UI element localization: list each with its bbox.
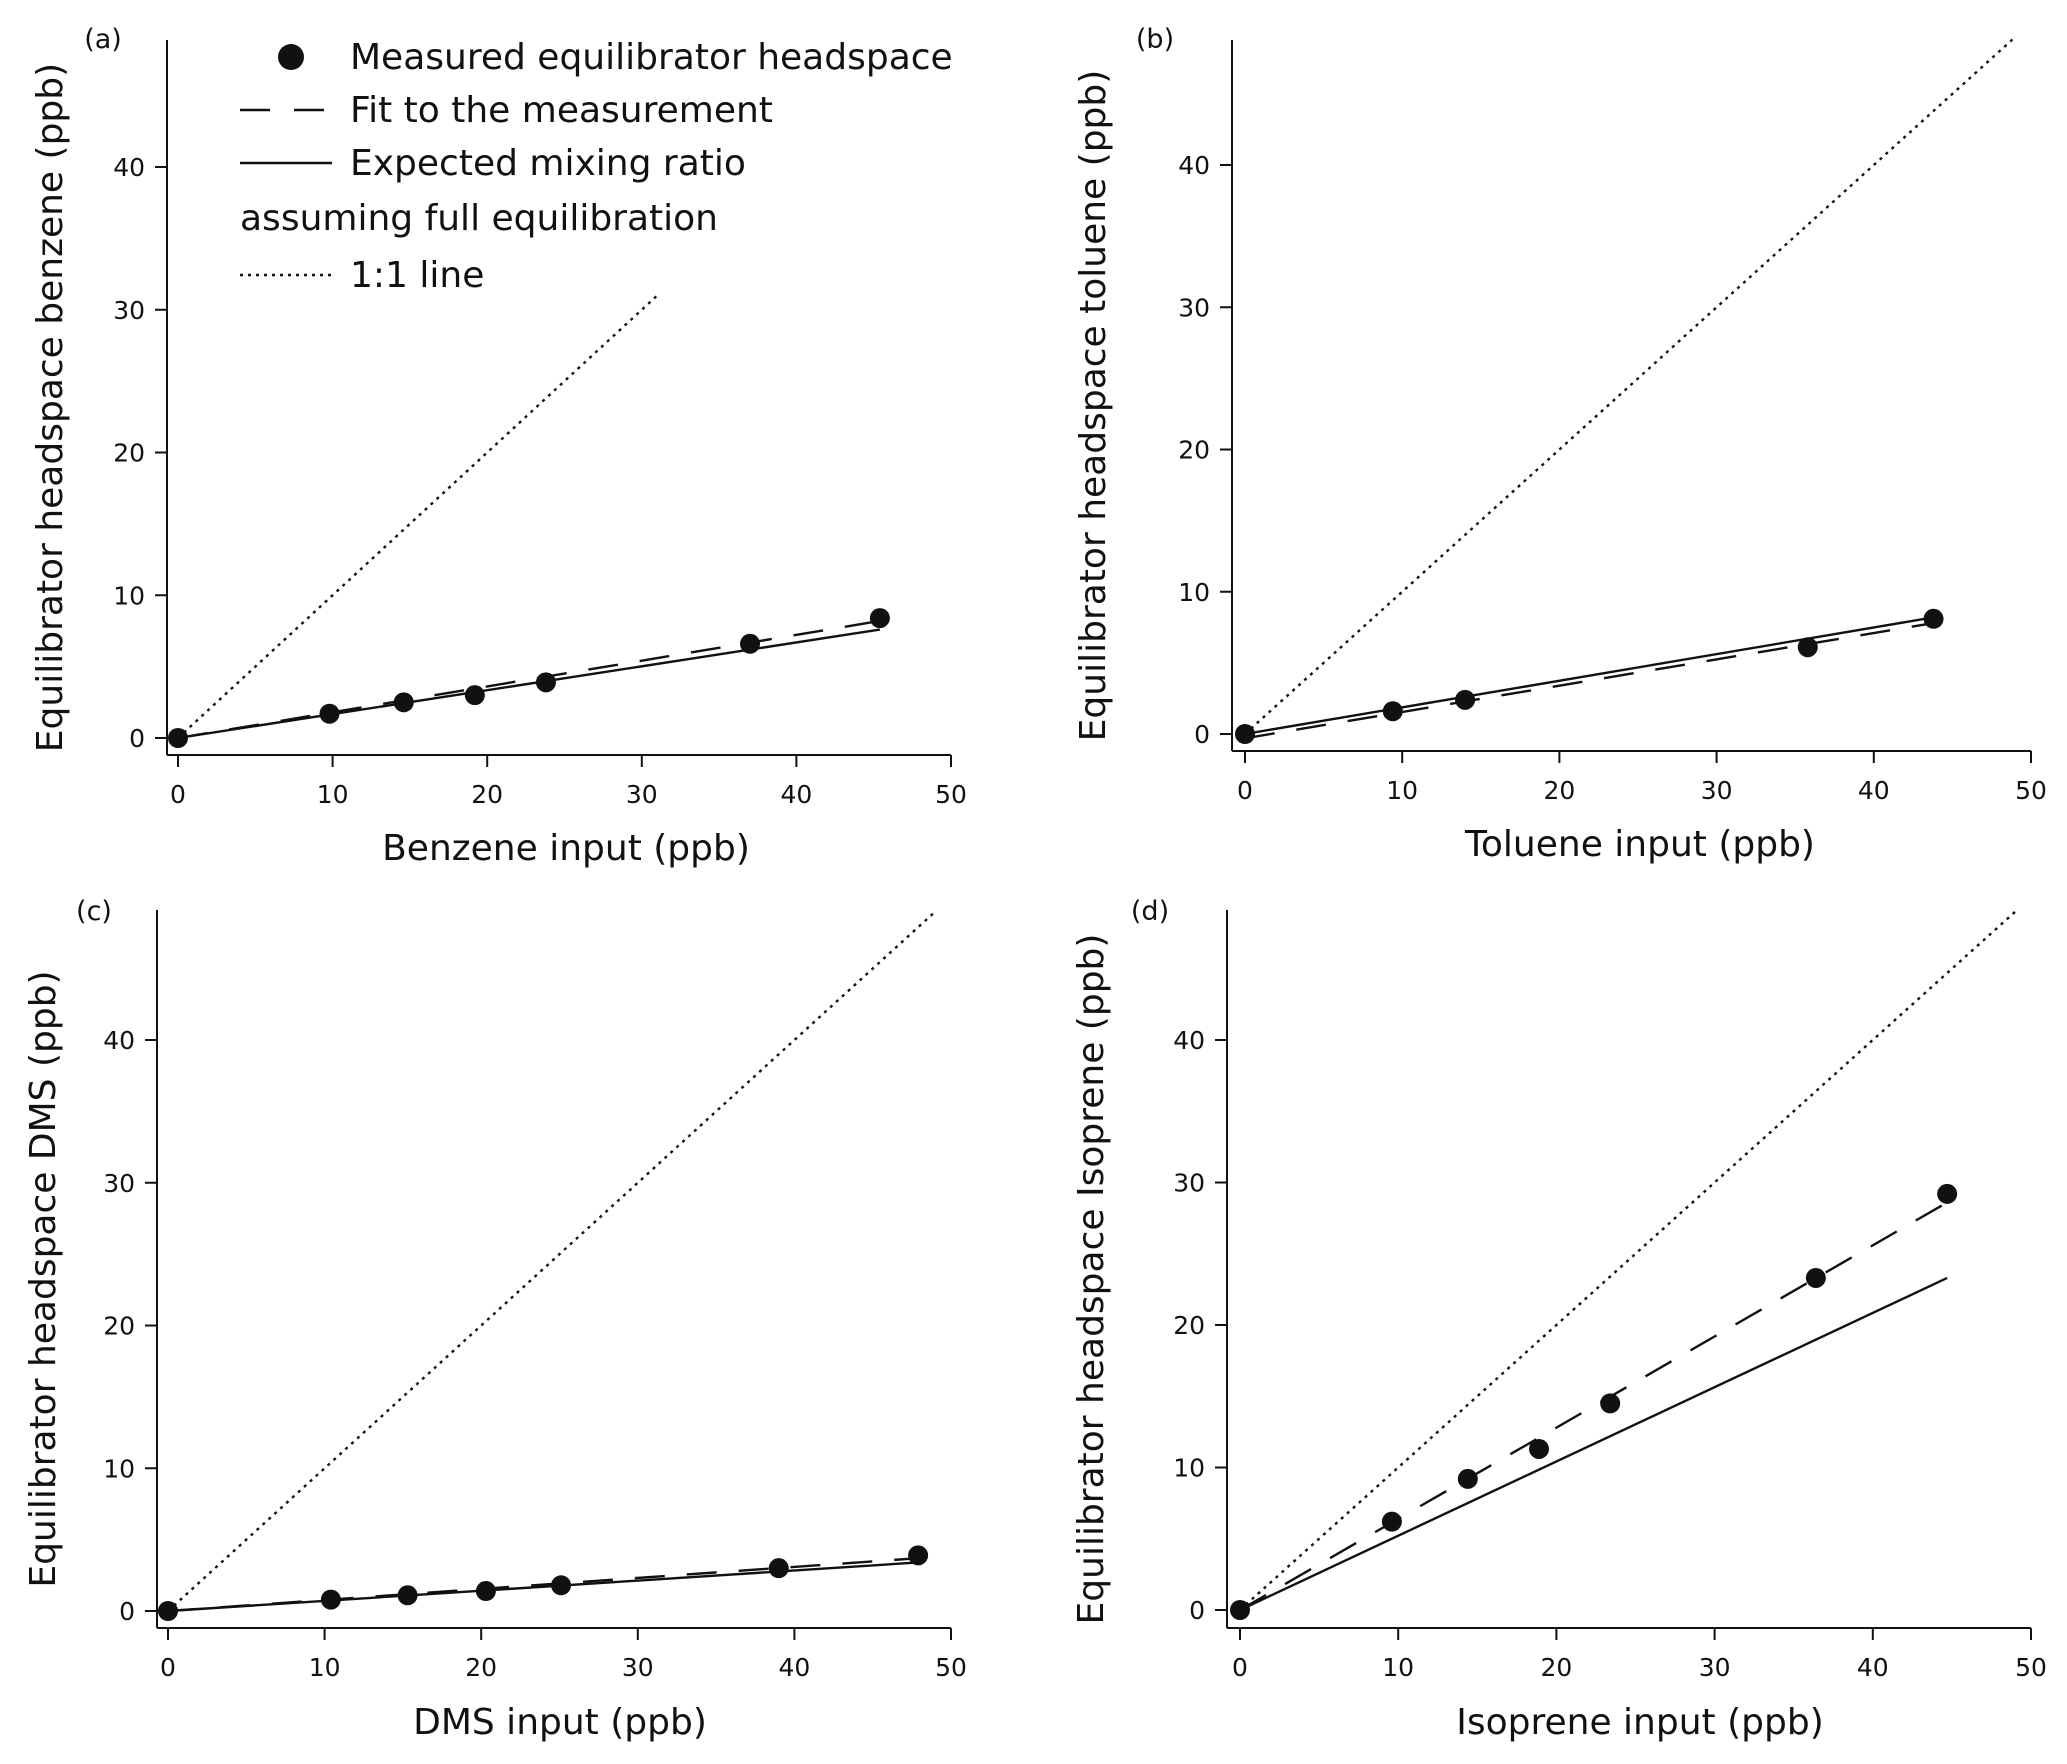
y-tick-label: 40: [113, 153, 145, 182]
data-point: [768, 1558, 789, 1579]
panel-a: 0 10 20 30 40 50 0 10 20 30 40 (a) Benzene input (pp…: [30, 24, 967, 869]
panel-label: (d): [1131, 896, 1169, 927]
y-tick-label: 10: [1173, 1454, 1205, 1483]
fit-line: [1244, 621, 1934, 740]
y-axis-label: Equilibrator headspace Isoprene (ppb): [1071, 934, 1112, 1625]
x-axis-label: Toluene input (ppb): [1464, 824, 1815, 865]
panel-b: 0 10 20 30 40 50 0 10 20 30 40 (b) Toluene input (pp…: [1073, 24, 2047, 865]
data-point: [1382, 701, 1403, 722]
x-tick-label: 50: [935, 1653, 967, 1682]
data-point: [1528, 1438, 1549, 1459]
x-tick-label: 20: [471, 780, 503, 809]
one-to-one-line: [1239, 910, 2016, 1611]
y-tick-label: 10: [113, 581, 145, 610]
data-point: [869, 608, 890, 629]
x-tick-label: 40: [1858, 776, 1890, 805]
data-point: [1937, 1183, 1958, 1204]
expected-line: [1244, 616, 1934, 736]
data-point: [1805, 1267, 1826, 1288]
fit-line: [177, 619, 881, 740]
y-tick-label: 10: [1178, 578, 1210, 607]
x-tick-label: 0: [170, 780, 186, 809]
y-axis-label: Equilibrator headspace toluene (ppb): [1073, 70, 1114, 742]
legend-label-one-to-one: 1:1 line: [350, 255, 484, 296]
data-point: [464, 685, 485, 706]
panel-label: (a): [84, 24, 122, 55]
x-tick-label: 0: [1237, 776, 1253, 805]
x-tick-label: 50: [2015, 776, 2047, 805]
y-tick-label: 0: [1194, 720, 1210, 749]
legend-marker-measured: [278, 44, 304, 70]
panel-label: (b): [1136, 24, 1174, 55]
data-point: [908, 1545, 929, 1566]
x-tick-label: 0: [1232, 1653, 1248, 1682]
expected-line: [167, 1561, 919, 1613]
x-axis-label: DMS input (ppb): [413, 1702, 707, 1743]
y-tick-label: 10: [103, 1454, 135, 1483]
x-tick-label: 40: [780, 780, 812, 809]
one-to-one-line: [167, 910, 937, 1612]
y-tick-label: 0: [119, 1597, 135, 1626]
one-to-one-line: [1244, 36, 2017, 735]
panel-d: 0 10 20 30 40 50 0 10 20 30 40 (d) Isoprene input (p…: [1071, 896, 2047, 1743]
legend-label-fit: Fit to the measurement: [350, 90, 773, 131]
x-tick-label: 10: [317, 780, 349, 809]
y-axis-label: Equilibrator headspace benzene (ppb): [30, 63, 71, 752]
x-tick-label: 50: [2015, 1653, 2047, 1682]
x-tick-label: 20: [465, 1653, 497, 1682]
y-tick-label: 20: [1178, 436, 1210, 465]
x-tick-label: 0: [160, 1653, 176, 1682]
legend-label-expected-2: assuming full equilibration: [240, 198, 718, 239]
x-tick-label: 30: [1699, 1653, 1731, 1682]
y-tick-label: 30: [113, 296, 145, 325]
y-tick-label: 30: [1173, 1169, 1205, 1198]
y-tick-label: 20: [1173, 1311, 1205, 1340]
y-tick-label: 0: [129, 724, 145, 753]
x-tick-label: 50: [935, 780, 967, 809]
fit-line: [1239, 1201, 1948, 1612]
x-tick-label: 10: [309, 1653, 341, 1682]
panels: 0 10 20 30 40 50 0 10 20 30 40 (a) Benzene input (pp…: [23, 24, 2047, 1743]
legend-label-expected: Expected mixing ratio: [350, 143, 746, 184]
x-tick-label: 30: [1701, 776, 1733, 805]
y-tick-label: 30: [103, 1169, 135, 1198]
x-tick-label: 10: [1382, 1653, 1414, 1682]
x-tick-label: 40: [778, 1653, 810, 1682]
y-tick-label: 40: [1178, 151, 1210, 180]
y-tick-label: 40: [103, 1026, 135, 1055]
x-tick-label: 30: [622, 1653, 654, 1682]
y-tick-label: 40: [1173, 1026, 1205, 1055]
legend-label-measured: Measured equilibrator headspace: [350, 37, 953, 78]
y-axis-label: Equilibrator headspace DMS (ppb): [23, 970, 64, 1587]
x-tick-label: 20: [1540, 1653, 1572, 1682]
x-axis-label: Isoprene input (ppb): [1456, 1702, 1824, 1743]
panel-label: (c): [76, 896, 112, 927]
x-tick-label: 10: [1386, 776, 1418, 805]
x-tick-label: 40: [1857, 1653, 1889, 1682]
expected-line: [1239, 1276, 1948, 1612]
y-tick-label: 20: [103, 1312, 135, 1341]
x-axis-label: Benzene input (ppb): [382, 828, 750, 869]
panel-c: 0 10 20 30 40 50 0 10 20 30 40 (c) DMS input (ppb) Eq…: [23, 896, 967, 1743]
y-tick-label: 0: [1189, 1596, 1205, 1625]
x-tick-label: 30: [626, 780, 658, 809]
legend: Measured equilibrator headspace Fit to t…: [240, 37, 953, 296]
y-tick-label: 30: [1178, 293, 1210, 322]
y-tick-label: 20: [113, 439, 145, 468]
expected-line: [177, 628, 881, 740]
x-tick-label: 20: [1543, 776, 1575, 805]
